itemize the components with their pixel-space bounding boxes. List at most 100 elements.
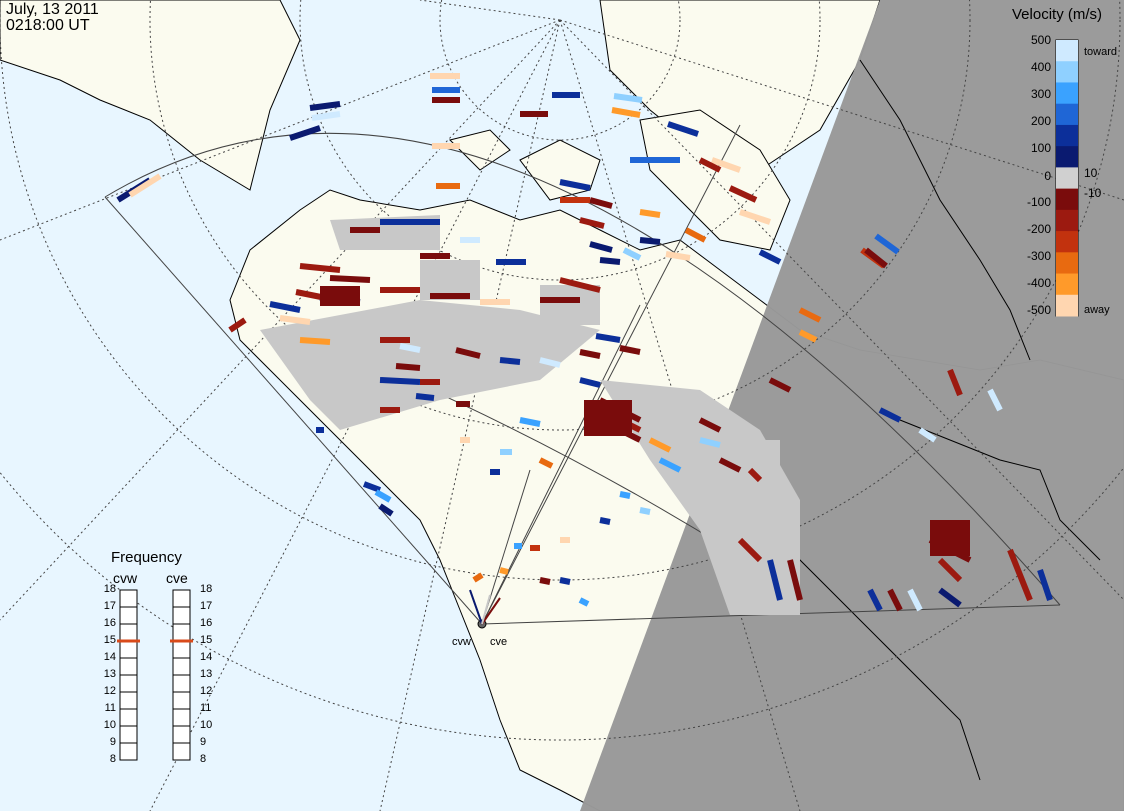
velocity-echo [699,437,721,448]
velocity-echo [639,209,661,218]
frequency-tick-label: 10 [200,719,213,731]
arctic-island-2 [449,129,511,171]
colorbar-tick-label: -500 [1026,303,1051,317]
colorbar-cell [1056,167,1078,190]
velocity-echo [128,173,162,198]
velocity-echo [698,417,722,433]
colorbar-away-label: away [1084,304,1110,316]
velocity-echo [378,503,394,517]
frequency-tick-label: 15 [103,634,116,646]
colorbar-cell [1056,146,1078,168]
frequency-tick-label: 8 [109,753,116,765]
velocity-echo [559,277,601,293]
velocity-echo [539,357,561,368]
night-region [580,0,1124,811]
frequency-tick-label: 16 [200,617,213,629]
frequency-tick-label: 11 [200,702,212,714]
velocity-echo [228,317,247,333]
colorbar-tick-label: 0 [1044,169,1051,183]
velocity-echo [579,217,605,229]
velocity-echo [395,363,421,371]
velocity-echo [907,588,923,612]
velocity-echo [599,257,621,265]
radar-name-west: cvw [452,636,471,648]
frequency-tick-label: 17 [200,600,213,612]
frequency-tick-label: 14 [103,651,116,663]
colorbar-cell [1056,188,1078,211]
colorbar-cells [1056,40,1078,317]
colorbar-tick-label: -200 [1026,222,1051,236]
velocity-echo [798,329,818,343]
velocity-echo [311,111,341,121]
cve-label: cve [166,570,188,586]
colorbar-cell [1056,273,1078,296]
colorbar-tick-label: 10 [1084,166,1098,180]
frequency-tick-label: 15 [200,634,213,646]
siberia-land [0,0,301,191]
velocity-echo [399,343,421,353]
colorbar-cell [1056,124,1078,147]
colorbar-tick-label: 200 [1030,114,1051,128]
velocity-echo [472,572,484,583]
velocity-echo [1007,548,1033,602]
velocity-echo [329,275,371,283]
velocity-echo-cluster [320,286,360,306]
colorbar-cell [1056,231,1078,253]
colorbar-tick-label: 100 [1030,141,1051,155]
velocity-echo [619,345,641,355]
frequency-tick-label: 8 [200,753,207,765]
frequency-tick-label: 17 [103,600,116,612]
beam-ray [481,597,501,625]
velocity-echo [613,93,643,103]
velocity-echo [698,157,722,173]
velocity-echo [947,368,963,397]
colorbar-cell [1056,209,1078,232]
frequency-gauges [117,589,193,761]
colorbar-tick-label: -10 [1084,186,1102,200]
velocity-echo [768,377,792,393]
frequency-tick-label: 18 [200,583,213,595]
frequency-tick-label: 9 [109,736,116,748]
velocity-echo [622,247,642,261]
velocity-echo [1037,569,1053,601]
frequency-title: Frequency [111,549,182,566]
velocity-echo [589,241,613,253]
colorbar-cell [1056,82,1078,105]
velocity-echo [667,121,699,137]
colorbar-title: Velocity (m/s) [1012,6,1103,23]
colorbar-tick-label: 500 [1030,33,1051,47]
frequency-tick-label: 14 [200,651,213,663]
velocity-echo [309,101,341,111]
velocity-echo [728,185,758,203]
frequency-tick-label: 16 [103,617,116,629]
velocity-echo [639,237,661,245]
velocity-echo [798,307,822,323]
velocity-echo [299,263,341,273]
velocity-echo [619,491,631,499]
frequency-tick-label: 10 [103,719,116,731]
frequency-gridlines [120,589,190,761]
velocity-echo [710,157,742,173]
velocity-echo [864,247,888,269]
velocity-echo-cluster [930,520,970,556]
velocity-echo [767,559,783,601]
velocity-echo [887,588,903,612]
velocity-colorbar [1055,39,1079,317]
velocity-echo [658,457,682,473]
velocity-echo [579,377,601,388]
cve-frequency-marker [170,639,193,643]
colorbar-tick-label: 300 [1030,87,1051,101]
velocity-echo [874,233,900,255]
velocity-echo [639,507,651,515]
velocity-echoes [116,73,1053,612]
velocity-echo [937,557,963,583]
colorbar-tick-label: -400 [1026,276,1051,290]
velocity-echo [539,577,551,585]
velocity-echo [599,517,611,525]
radar-name-east: cve [490,636,508,648]
map-time: 0218:00 UT [6,17,90,34]
frequency-tick-label: 13 [103,668,116,680]
radar-sites [469,589,501,629]
frequency-tick-label: 12 [103,685,116,697]
